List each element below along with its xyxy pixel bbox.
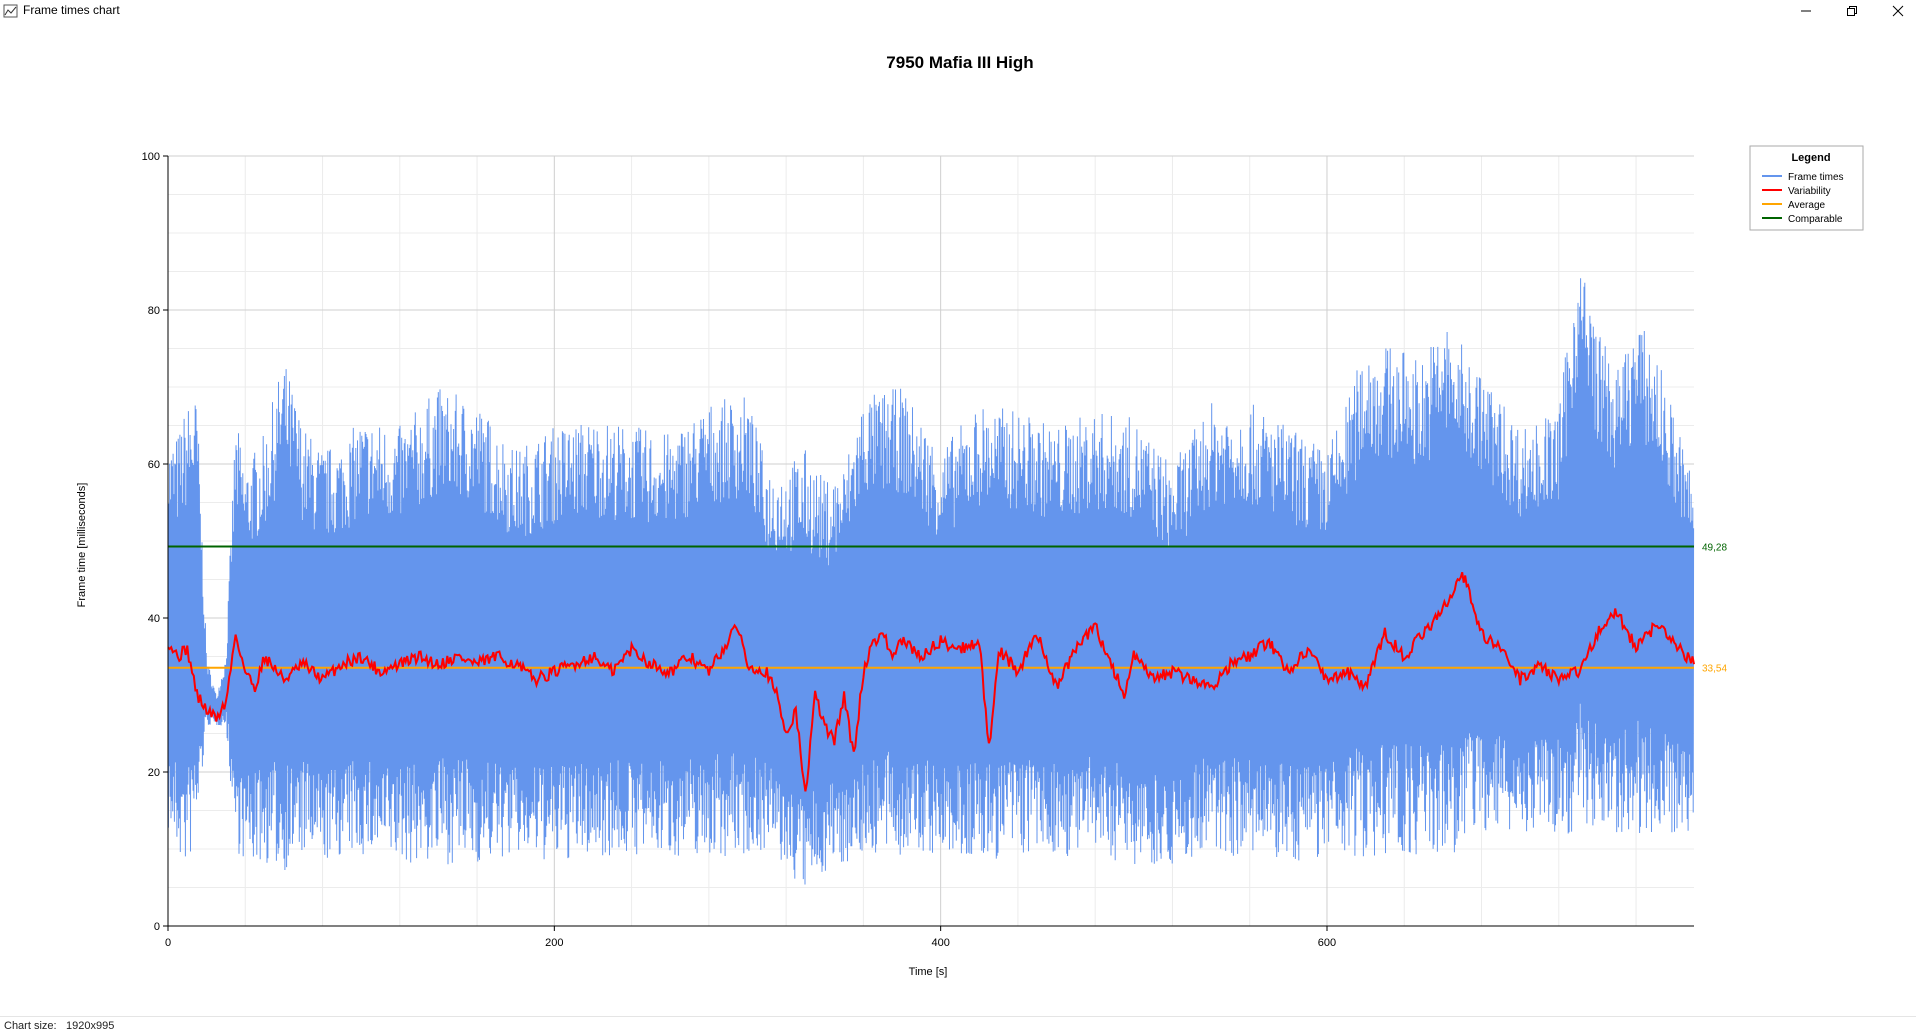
frame-times-series: [167, 278, 1695, 885]
comparable-value-label: 49,28: [1702, 543, 1727, 554]
chart-icon: [3, 4, 18, 18]
chart-size-value: 1920x995: [66, 1020, 115, 1032]
reference-lines: 49,28 33,54: [168, 543, 1727, 675]
chart-size-label: Chart size:: [4, 1020, 57, 1032]
minimize-button[interactable]: [1783, 0, 1829, 22]
chart-title: 7950 Mafia III High: [886, 53, 1033, 72]
close-button[interactable]: [1875, 0, 1916, 22]
x-tick-label: 600: [1318, 937, 1336, 949]
average-value-label: 33,54: [1702, 664, 1727, 675]
x-axis-label: Time [s]: [909, 966, 948, 978]
axes: 0 200 400 600 0 20 40 60 80 100: [142, 151, 1694, 949]
y-axis-label: Frame time [milliseconds]: [76, 483, 88, 608]
frame-times-line: [167, 278, 1695, 885]
y-tick-label: 40: [148, 613, 160, 625]
x-tick-label: 0: [165, 937, 171, 949]
legend-entry: Average: [1788, 200, 1826, 211]
legend-entry: Frame times: [1788, 172, 1844, 183]
x-tick-label: 200: [545, 937, 563, 949]
legend-entry: Variability: [1788, 186, 1831, 197]
y-tick-label: 0: [154, 921, 160, 933]
x-tick-label: 400: [931, 937, 949, 949]
legend-entry: Comparable: [1788, 214, 1843, 225]
restore-icon: [1847, 6, 1857, 16]
legend-title: Legend: [1791, 152, 1830, 164]
variability-line: [167, 572, 1695, 792]
y-tick-label: 20: [148, 767, 160, 779]
restore-button[interactable]: [1829, 0, 1875, 22]
y-tick-label: 60: [148, 459, 160, 471]
legend: Legend Frame times Variability Average Comp…: [1749, 145, 1864, 231]
window-title: Frame times chart: [23, 3, 120, 17]
close-icon: [1892, 5, 1904, 17]
y-tick-label: 80: [148, 305, 160, 317]
minimize-icon: [1801, 10, 1811, 12]
y-tick-label: 100: [142, 151, 160, 163]
status-bar: Chart size: 1920x995: [0, 1016, 1916, 1035]
variability-series: [167, 572, 1695, 792]
title-bar: Frame times chart: [0, 0, 1916, 22]
